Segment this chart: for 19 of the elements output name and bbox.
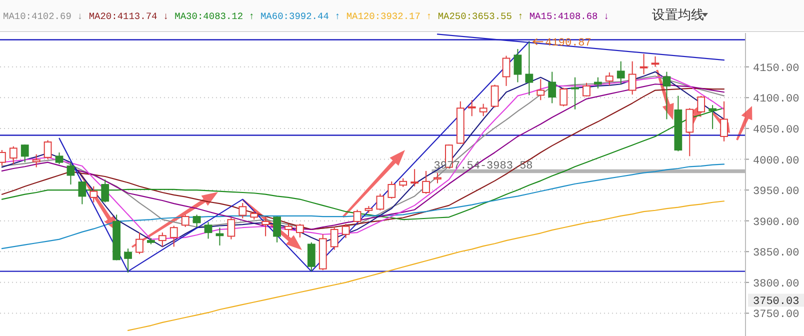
text: 设置均线: [652, 8, 704, 23]
y-tick-label: 4000.00: [753, 155, 800, 168]
y-tick-label: 4050.00: [753, 124, 800, 136]
text: MA20:4113.74 ↓: [88, 11, 169, 22]
text: MA120:3932.17 ↑: [346, 11, 432, 22]
y-tick-label: 3950.00: [753, 186, 800, 198]
text: MA15:4108.68 ↓: [529, 11, 610, 22]
text: MA60:3992.44 ↑: [260, 11, 340, 22]
y-tick-label: 3850.00: [753, 248, 800, 260]
text: MA30:4083.12 ↑: [174, 11, 254, 22]
y-tick-label: 4100.00: [753, 94, 800, 106]
y-tick-label: 3750.00: [753, 309, 800, 322]
annotation: 4190.87: [545, 38, 592, 50]
y-tick-label: 3900.00: [753, 216, 800, 229]
legend-label: MA250:3653.55 ↑: [438, 11, 524, 22]
y-tick-label: 3800.00: [753, 278, 800, 290]
text: MA10:4102.69 ↓: [3, 11, 83, 22]
text: 3750.03: [753, 296, 800, 308]
y-tick-label: 4150.00: [753, 62, 800, 75]
